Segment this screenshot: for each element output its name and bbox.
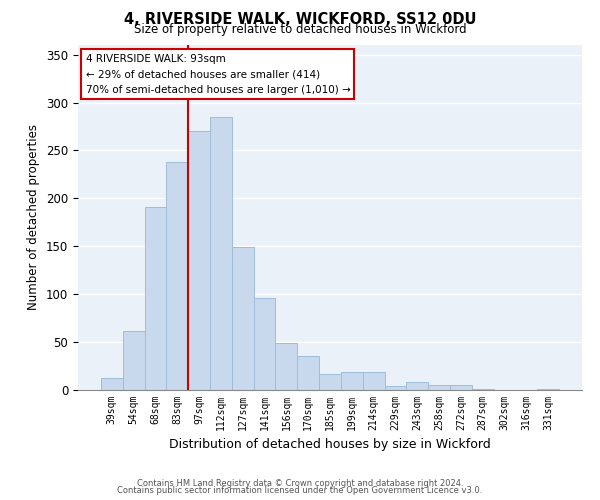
Bar [166, 162, 188, 390]
Bar [275, 343, 297, 390]
Text: 4, RIVERSIDE WALK, WICKFORD, SS12 0DU: 4, RIVERSIDE WALK, WICKFORD, SS12 0DU [124, 12, 476, 28]
X-axis label: Distribution of detached houses by size in Wickford: Distribution of detached houses by size … [169, 438, 491, 452]
Text: Size of property relative to detached houses in Wickford: Size of property relative to detached ho… [134, 22, 466, 36]
Bar [537, 389, 559, 390]
Bar [385, 386, 406, 390]
Bar [363, 372, 385, 390]
Bar [254, 298, 275, 390]
Bar [101, 378, 123, 390]
Bar [450, 385, 472, 390]
Bar [472, 389, 494, 390]
Text: 4 RIVERSIDE WALK: 93sqm
← 29% of detached houses are smaller (414)
70% of semi-d: 4 RIVERSIDE WALK: 93sqm ← 29% of detache… [86, 54, 350, 95]
Bar [428, 385, 450, 390]
Bar [232, 247, 254, 390]
Bar [123, 330, 145, 390]
Bar [297, 356, 319, 390]
Text: Contains HM Land Registry data © Crown copyright and database right 2024.: Contains HM Land Registry data © Crown c… [137, 478, 463, 488]
Bar [210, 117, 232, 390]
Bar [406, 382, 428, 390]
Bar [145, 207, 166, 390]
Bar [188, 131, 210, 390]
Y-axis label: Number of detached properties: Number of detached properties [28, 124, 40, 310]
Text: Contains public sector information licensed under the Open Government Licence v3: Contains public sector information licen… [118, 486, 482, 495]
Bar [341, 372, 363, 390]
Bar [319, 374, 341, 390]
